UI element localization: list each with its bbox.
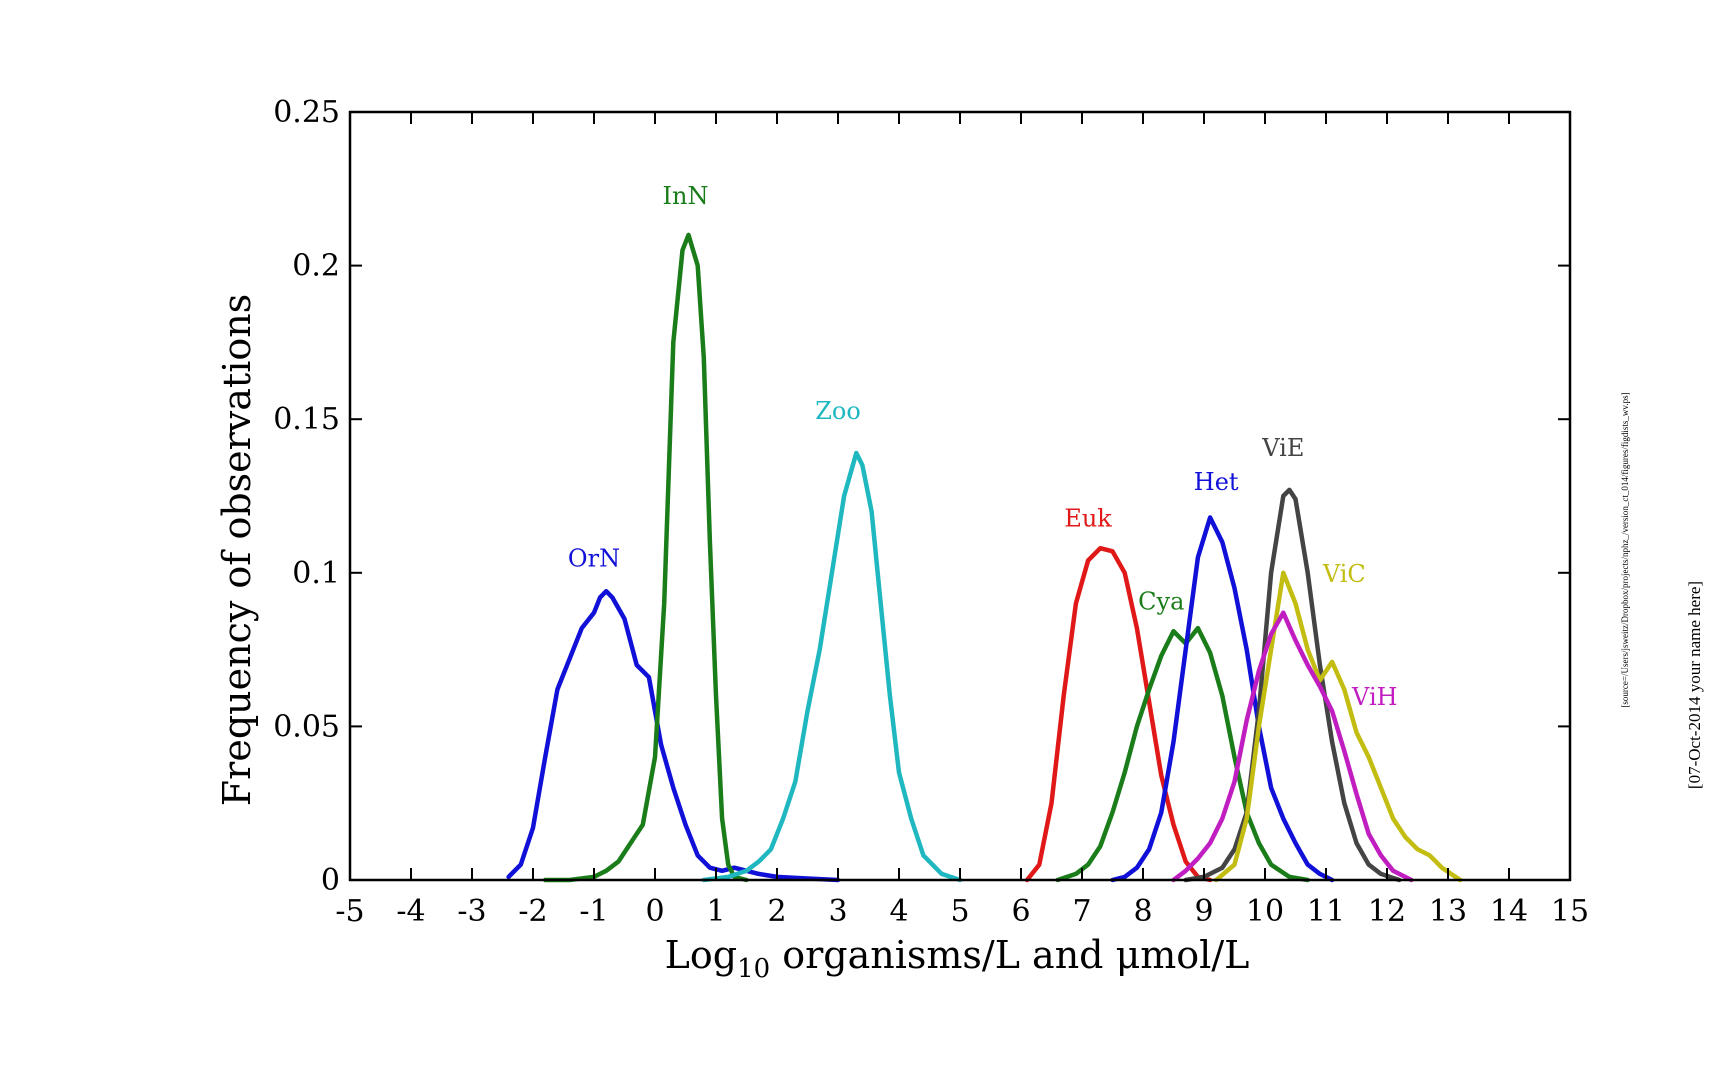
y-tick-label: 0 <box>321 863 340 898</box>
y-tick-label: 0.2 <box>292 249 340 284</box>
x-tick-label: -4 <box>396 894 425 929</box>
x-tick-label: -3 <box>457 894 486 929</box>
x-tick-label: -5 <box>335 894 364 929</box>
x-tick-label: 11 <box>1307 894 1345 929</box>
x-tick-label: 15 <box>1551 894 1589 929</box>
x-tick-label: 12 <box>1368 894 1406 929</box>
x-tick-label: 10 <box>1246 894 1284 929</box>
series-line-euk <box>1024 545 1213 883</box>
series-label-inn: InN <box>663 182 709 210</box>
axes-frame <box>348 110 1572 882</box>
x-tick-label: 4 <box>889 894 908 929</box>
x-axis-title: Log10 organisms/L and μmol/L <box>665 933 1250 984</box>
x-axis-title-rest: organisms/L and μmol/L <box>770 933 1249 977</box>
series-line-cya <box>1055 625 1310 883</box>
x-tick-label: 8 <box>1133 894 1152 929</box>
x-tick-label: 6 <box>1011 894 1030 929</box>
axes: -5 -4 -3 -2 -1 0 1 2 3 4 5 6 7 8 9 10 11 12 13 14 1500.050.1… <box>273 95 1589 929</box>
series-line-vih <box>1171 610 1414 883</box>
x-tick-label: 14 <box>1490 894 1528 929</box>
y-axis-title-group: Frequency of observations <box>215 294 259 806</box>
series-label-euk: Euk <box>1064 505 1112 533</box>
y-tick-label: 0.05 <box>273 709 340 744</box>
side-date: [07-Oct-2014 your name here] <box>1685 581 1704 789</box>
x-tick-label: -2 <box>518 894 547 929</box>
x-tick-label: -1 <box>579 894 608 929</box>
x-axis-title-main: Log <box>665 933 737 977</box>
x-tick-label: 3 <box>828 894 847 929</box>
x-tick-label: 0 <box>645 894 664 929</box>
y-tick-label: 0.25 <box>273 95 340 130</box>
series-line-orn <box>506 588 841 883</box>
plot-area: OrN InN Zoo Euk Cya Het ViE ViC ViH <box>506 182 1463 883</box>
x-tick-label: 7 <box>1072 894 1091 929</box>
side-date-group: [07-Oct-2014 your name here] <box>1685 581 1704 789</box>
series-label-vih: ViH <box>1351 683 1398 711</box>
side-note-group: [source=/Users/jsweitz/Dropbox/projects/… <box>1620 392 1630 707</box>
series-line-inn <box>542 232 749 883</box>
series-line-het <box>1110 515 1335 883</box>
series-label-zoo: Zoo <box>815 397 861 425</box>
series-line-zoo <box>701 450 963 883</box>
x-tick-label: 2 <box>767 894 786 929</box>
y-tick-label: 0.15 <box>273 402 340 437</box>
x-tick-label: 9 <box>1194 894 1213 929</box>
series-line-vic <box>1213 570 1463 883</box>
y-tick-label: 0.1 <box>292 556 340 591</box>
series-label-vic: ViC <box>1322 560 1366 588</box>
x-tick-label: 1 <box>706 894 725 929</box>
x-tick-label: 5 <box>950 894 969 929</box>
series-label-vie: ViE <box>1261 434 1304 462</box>
series-label-orn: OrN <box>568 545 620 573</box>
side-note: [source=/Users/jsweitz/Dropbox/projects/… <box>1620 392 1630 707</box>
x-axis-title-sub: 10 <box>737 954 770 984</box>
series-line-vie <box>1183 487 1402 883</box>
series-label-het: Het <box>1194 468 1239 496</box>
x-tick-label: 13 <box>1429 894 1467 929</box>
y-axis-title: Frequency of observations <box>215 294 259 806</box>
series-label-cya: Cya <box>1138 588 1184 616</box>
